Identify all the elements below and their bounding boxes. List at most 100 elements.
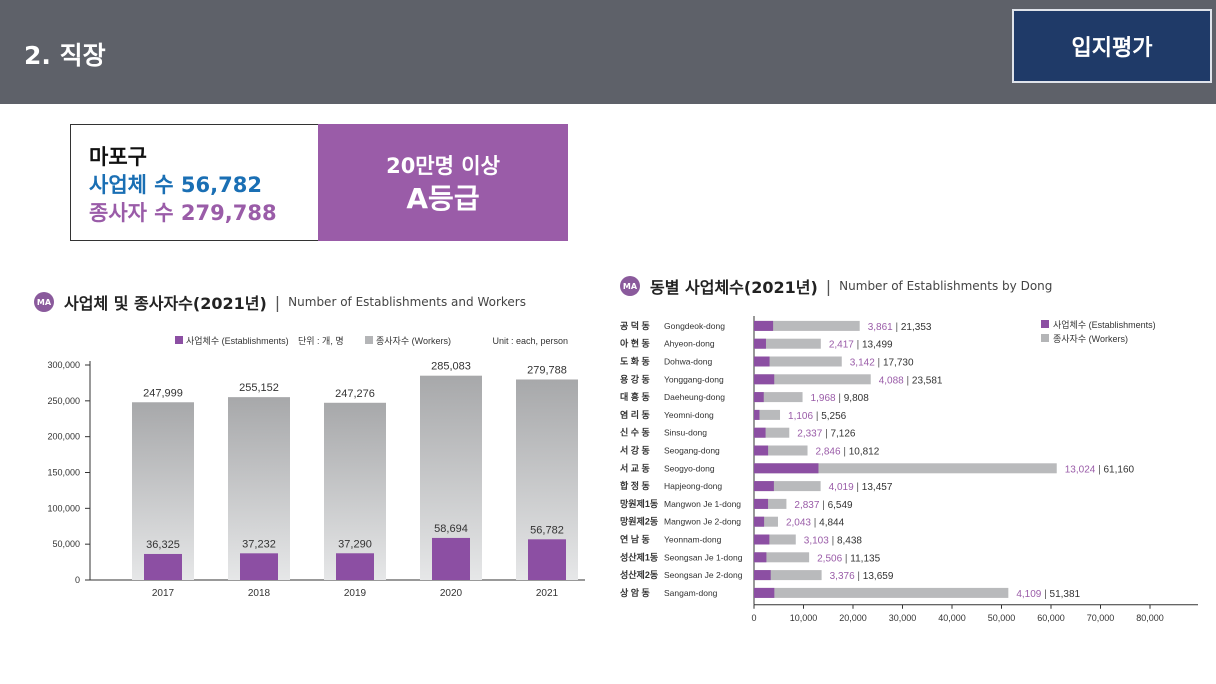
establishments-bar bbox=[754, 445, 769, 456]
dong-label-en: Daeheung-dong bbox=[664, 392, 725, 402]
workers-value-label: 17,730 bbox=[883, 358, 914, 369]
dong-label-ko: 용 강 동 bbox=[620, 373, 650, 384]
establishments-value-label: 56,782 bbox=[530, 524, 564, 536]
legend-label-workers: 종사자수 (Workers) bbox=[1053, 334, 1128, 344]
dong-label-ko: 성산제1동 bbox=[620, 551, 658, 562]
legend-label-workers: 종사자수 (Workers) bbox=[376, 336, 451, 346]
dong-label-en: Mangwon Je 2-dong bbox=[664, 517, 741, 527]
workers-value-label: 23,581 bbox=[912, 375, 943, 386]
establishments-bar bbox=[754, 356, 770, 367]
y-tick-label: 0 bbox=[75, 575, 80, 585]
dong-label-ko: 서 교 동 bbox=[620, 462, 650, 473]
workers-bar bbox=[754, 409, 781, 420]
y-tick-label: 50,000 bbox=[52, 539, 80, 549]
workers-count: 종사자 수 279,788 bbox=[89, 201, 277, 225]
establishments-bar bbox=[432, 537, 470, 580]
workers-value-label: 255,152 bbox=[239, 382, 279, 394]
title-separator: | bbox=[825, 276, 832, 296]
grade-label: A등급 bbox=[406, 181, 480, 215]
value-separator: | bbox=[836, 393, 844, 404]
establishments-bar bbox=[754, 516, 765, 527]
dong-label-en: Sangam-dong bbox=[664, 588, 718, 598]
workers-value-label: 7,126 bbox=[830, 429, 855, 440]
value-separator: | bbox=[904, 375, 912, 386]
dong-value-label: 3,376 | 13,659 bbox=[830, 571, 894, 582]
dong-value-label: 13,024 | 61,160 bbox=[1065, 464, 1135, 475]
x-tick-label: 2019 bbox=[344, 588, 367, 599]
dong-value-label: 4,088 | 23,581 bbox=[879, 375, 943, 386]
workers-value-label: 247,999 bbox=[143, 387, 183, 399]
establishments-bar bbox=[754, 481, 774, 492]
dong-value-label: 4,019 | 13,457 bbox=[829, 482, 893, 493]
establishments-value-label: 3,861 bbox=[868, 322, 893, 333]
workers-value-label: 285,083 bbox=[431, 361, 471, 373]
chart1-title: MA 사업체 및 종사자수(2021년) | Number of Establi… bbox=[34, 290, 526, 314]
y-tick-label: 300,000 bbox=[47, 360, 80, 370]
establishments-count: 사업체 수 56,782 bbox=[89, 173, 262, 197]
legend-swatch-establishments bbox=[1041, 320, 1049, 328]
value-separator: | bbox=[829, 536, 837, 547]
dong-value-label: 3,142 | 17,730 bbox=[850, 358, 914, 369]
dong-label-ko: 연 남 동 bbox=[620, 534, 650, 545]
dong-label-ko: 대 흥 동 bbox=[620, 391, 650, 402]
workers-value-label: 279,788 bbox=[527, 364, 567, 376]
dong-label-en: Seongsan Je 2-dong bbox=[664, 570, 743, 580]
workers-bar bbox=[754, 516, 778, 527]
legend-unit-ko: 단위 : 개, 명 bbox=[298, 336, 344, 346]
dong-label-en: Yeonnam-dong bbox=[664, 535, 722, 545]
x-tick-label: 70,000 bbox=[1087, 613, 1115, 623]
value-separator: | bbox=[813, 411, 821, 422]
workers-value-label: 4,844 bbox=[819, 518, 844, 529]
workers-bar bbox=[324, 402, 386, 580]
region-name: 마포구 bbox=[89, 145, 147, 169]
establishments-value-label: 2,506 bbox=[817, 553, 842, 564]
establishments-value-label: 2,846 bbox=[816, 447, 841, 458]
dong-label-en: Yonggang-dong bbox=[664, 374, 724, 384]
workers-bar bbox=[754, 445, 808, 456]
dong-value-label: 2,043 | 4,844 bbox=[786, 518, 845, 529]
workers-bar bbox=[754, 427, 790, 438]
establishments-bar bbox=[754, 427, 766, 438]
dong-label-ko: 공 덕 동 bbox=[620, 321, 650, 331]
dong-label-ko: 아 현 동 bbox=[620, 338, 650, 349]
value-separator: | bbox=[811, 518, 819, 529]
workers-value-label: 9,808 bbox=[844, 393, 869, 404]
establishments-value-label: 37,290 bbox=[338, 538, 372, 550]
chart2-title-ko: 동별 사업체수(2021년) bbox=[650, 278, 818, 297]
establishments-bar bbox=[144, 553, 182, 580]
establishments-bar bbox=[754, 498, 769, 509]
x-tick-label: 2021 bbox=[536, 588, 559, 599]
x-tick-label: 2018 bbox=[248, 588, 271, 599]
dong-value-label: 2,837 | 6,549 bbox=[794, 500, 853, 511]
dong-value-label: 2,337 | 7,126 bbox=[797, 429, 856, 440]
workers-bar bbox=[754, 374, 871, 385]
establishments-value-label: 37,232 bbox=[242, 538, 276, 550]
establishments-bar bbox=[754, 320, 774, 331]
workers-value-label: 5,256 bbox=[821, 411, 846, 422]
dong-value-label: 3,103 | 8,438 bbox=[804, 536, 863, 547]
establishments-value-label: 36,325 bbox=[146, 539, 180, 551]
value-separator: | bbox=[822, 429, 830, 440]
dong-label-en: Mangwon Je 1-dong bbox=[664, 499, 741, 509]
establishments-value-label: 3,103 bbox=[804, 536, 829, 547]
workers-value-label: 13,659 bbox=[863, 571, 894, 582]
evaluation-badge[interactable]: 입지평가 bbox=[1012, 9, 1212, 83]
legend-unit-en: Unit : each, person bbox=[492, 336, 568, 346]
workers-bar bbox=[754, 481, 821, 492]
establishments-value-label: 1,968 bbox=[811, 393, 836, 404]
establishments-bar bbox=[240, 553, 278, 580]
legend-swatch-workers bbox=[1041, 334, 1049, 342]
legend-label-establishments: 사업체수 (Establishments) bbox=[1053, 320, 1156, 330]
x-tick-label: 10,000 bbox=[790, 613, 818, 623]
workers-bar bbox=[228, 397, 290, 580]
dong-value-label: 4,109 | 51,381 bbox=[1016, 589, 1080, 600]
dong-label-en: Seogang-dong bbox=[664, 446, 720, 456]
dong-label-ko: 합 정 동 bbox=[620, 480, 650, 491]
establishments-bar bbox=[754, 570, 771, 581]
workers-bar bbox=[754, 570, 822, 581]
dong-label-en: Dohwa-dong bbox=[664, 357, 712, 367]
dong-label-en: Ahyeon-dong bbox=[664, 339, 715, 349]
dong-label-en: Sinsu-dong bbox=[664, 428, 707, 438]
dong-value-label: 2,417 | 13,499 bbox=[829, 340, 893, 351]
establishments-value-label: 3,142 bbox=[850, 358, 875, 369]
